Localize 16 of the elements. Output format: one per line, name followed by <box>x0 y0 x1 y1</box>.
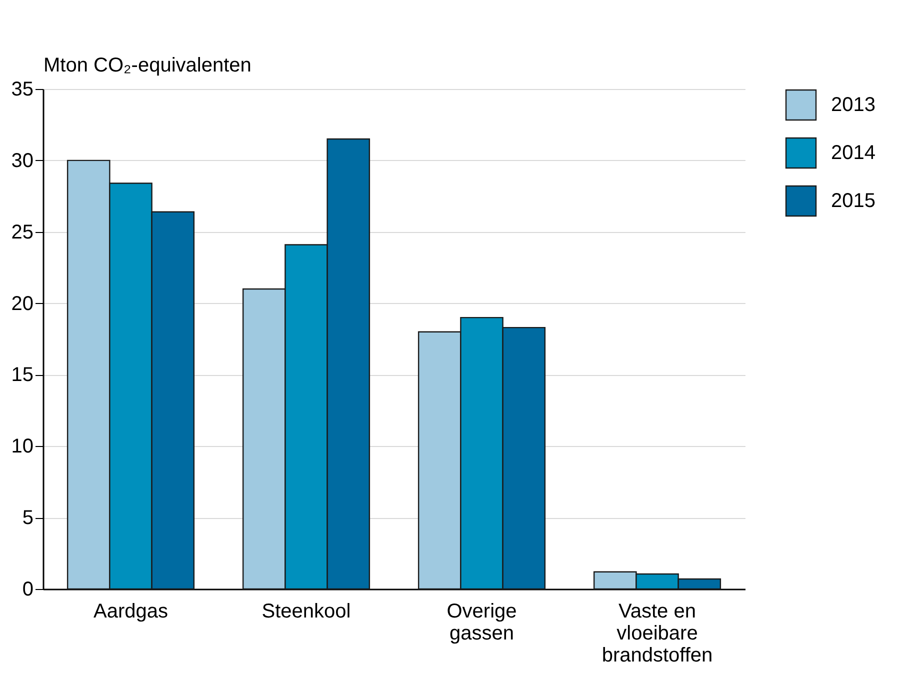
x-tick-label: Steenkool <box>262 600 351 622</box>
y-tick-label: 25 <box>11 221 34 244</box>
y-axis-title: Mton CO₂-equivalenten <box>44 54 252 76</box>
x-tick-label: Overige gassen <box>446 600 517 644</box>
legend-label: 2013 <box>831 94 876 116</box>
y-tick-label: 0 <box>22 578 34 600</box>
y-tick-label: 5 <box>22 507 34 530</box>
y-tick-label: 15 <box>11 364 34 386</box>
y-tick-label: 20 <box>11 292 34 315</box>
y-tick-label: 35 <box>11 78 34 100</box>
y-tick-label: 10 <box>11 436 34 458</box>
x-tick-label: Aardgas <box>94 600 168 622</box>
legend-label: 2014 <box>831 142 876 164</box>
y-tick-label: 30 <box>11 150 34 172</box>
x-tick-label: Vaste en vloeibare brandstoffen <box>602 600 713 666</box>
legend-label: 2015 <box>831 190 876 212</box>
